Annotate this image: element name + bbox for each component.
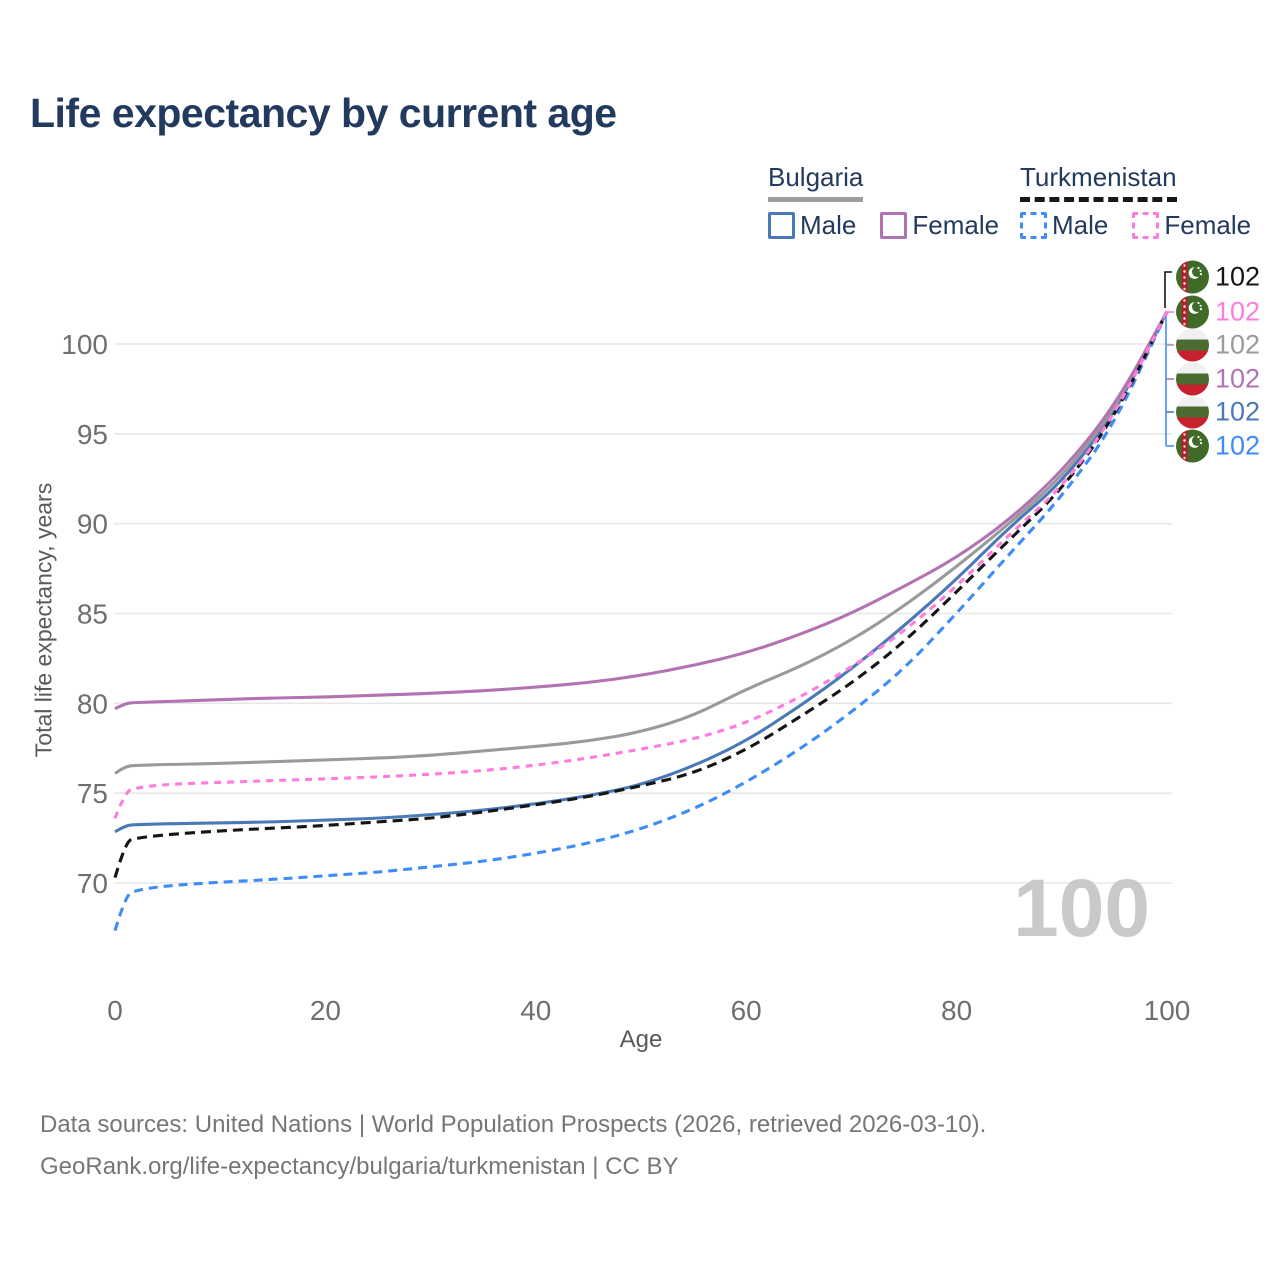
legend-label: Female bbox=[1164, 210, 1252, 240]
flag-bulgaria-icon bbox=[1176, 395, 1209, 429]
y-axis-title: Total life expectancy, years bbox=[30, 482, 57, 758]
legend-label: Female bbox=[912, 210, 1000, 240]
x-tick-label: 40 bbox=[520, 995, 551, 1026]
series-line-turkmenistan bbox=[113, 310, 1169, 879]
end-label-value: 102 bbox=[1215, 329, 1261, 360]
legend-swatch-turkmenistan-male-icon bbox=[1020, 212, 1047, 239]
footer-attribution: Data sources: United Nations | World Pop… bbox=[40, 1104, 986, 1188]
legend-label: Male bbox=[1052, 210, 1109, 240]
y-tick-label: 85 bbox=[77, 599, 108, 630]
flag-bulgaria-icon bbox=[1176, 362, 1209, 396]
legend-title-turkmenistan: Turkmenistan bbox=[1020, 162, 1177, 202]
page-title: Life expectancy by current age bbox=[30, 90, 617, 136]
y-tick-label: 75 bbox=[77, 778, 108, 809]
x-tick-label: 80 bbox=[941, 995, 972, 1026]
end-label-value: 102 bbox=[1215, 363, 1261, 394]
end-label-bulgaria-female: 102 bbox=[1176, 362, 1261, 396]
end-label-turkmenistan: 102 bbox=[1176, 260, 1261, 294]
legend-item-turkmenistan-male[interactable]: Male bbox=[1020, 210, 1108, 241]
source-url-line: GeoRank.org/life-expectancy/bulgaria/tur… bbox=[40, 1153, 679, 1180]
legend-item-bulgaria-female[interactable]: Female bbox=[880, 210, 999, 241]
end-label-value: 102 bbox=[1215, 261, 1261, 292]
legend-group-bulgaria: Bulgaria Male Female bbox=[768, 162, 999, 241]
y-tick-label: 80 bbox=[77, 688, 108, 719]
y-tick-label: 95 bbox=[77, 419, 108, 450]
leader-line bbox=[1164, 271, 1172, 308]
legend-title-bulgaria: Bulgaria bbox=[768, 162, 864, 202]
end-label-bulgaria-male: 102 bbox=[1176, 395, 1261, 429]
end-label-turkmenistan-female: 102 bbox=[1176, 295, 1261, 329]
flag-turkmenistan-icon bbox=[1176, 260, 1209, 294]
legend-swatch-bulgaria-male-icon bbox=[768, 212, 795, 239]
x-tick-label: 0 bbox=[107, 995, 123, 1026]
flag-turkmenistan-icon bbox=[1176, 295, 1209, 329]
x-tick-label: 60 bbox=[731, 995, 762, 1026]
y-tick-label: 70 bbox=[77, 868, 108, 899]
legend-swatch-turkmenistan-female-icon bbox=[1132, 212, 1160, 239]
series-line-bulgaria-female bbox=[114, 310, 1169, 711]
end-label-value: 102 bbox=[1215, 296, 1261, 327]
data-source-line: Data sources: United Nations | World Pop… bbox=[40, 1111, 987, 1138]
legend-items-turkmenistan: Male Female bbox=[1020, 210, 1251, 241]
legend-swatch-bulgaria-female-icon bbox=[880, 212, 908, 239]
end-label-value: 102 bbox=[1215, 396, 1261, 427]
legend-label: Male bbox=[800, 210, 857, 240]
flag-turkmenistan-icon bbox=[1176, 429, 1209, 463]
end-label-bulgaria: 102 bbox=[1176, 328, 1261, 362]
flag-bulgaria-icon bbox=[1176, 328, 1209, 362]
x-tick-label: 100 bbox=[1144, 995, 1191, 1026]
x-axis-title: Age bbox=[619, 1026, 663, 1053]
end-label-turkmenistan-male: 102 bbox=[1176, 429, 1261, 463]
legend-item-bulgaria-male[interactable]: Male bbox=[768, 210, 856, 241]
series-line-turkmenistan-male bbox=[113, 311, 1169, 932]
x-tick-label: 20 bbox=[310, 995, 341, 1026]
end-label-value: 102 bbox=[1215, 430, 1261, 461]
y-tick-label: 100 bbox=[61, 329, 108, 360]
age-watermark: 100 bbox=[1013, 863, 1150, 954]
y-tick-label: 90 bbox=[77, 509, 108, 540]
series-line-bulgaria-male bbox=[114, 310, 1169, 834]
legend-group-turkmenistan: Turkmenistan Male Female bbox=[1020, 162, 1251, 241]
legend-item-turkmenistan-female[interactable]: Female bbox=[1132, 210, 1251, 241]
series-line-bulgaria bbox=[114, 310, 1169, 775]
series-line-turkmenistan-female bbox=[113, 310, 1169, 819]
legend-items-bulgaria: Male Female bbox=[768, 210, 999, 241]
